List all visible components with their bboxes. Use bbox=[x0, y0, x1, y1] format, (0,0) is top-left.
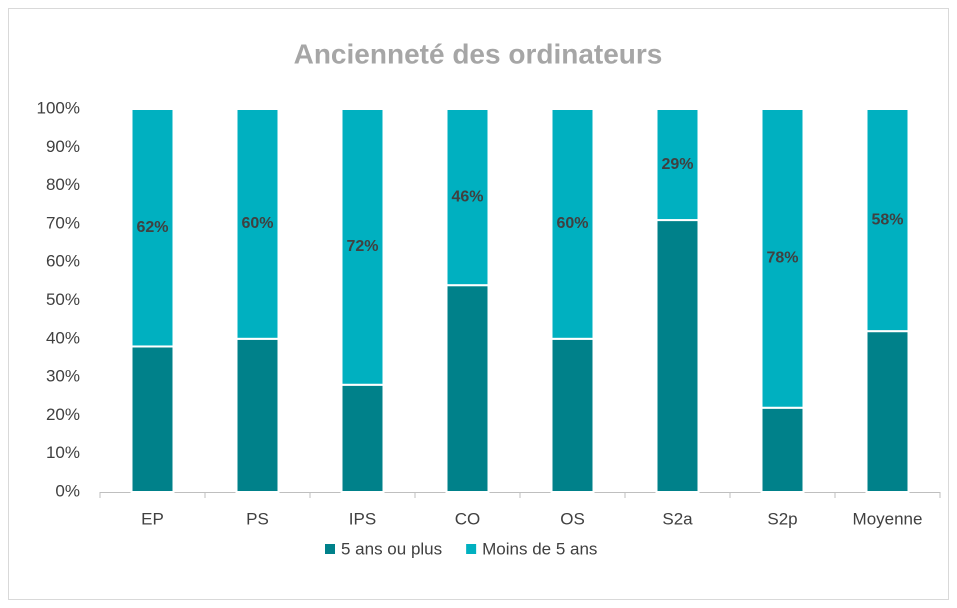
data-label: 78% bbox=[766, 250, 798, 267]
y-tick-label: 40% bbox=[46, 328, 80, 347]
legend-swatch bbox=[466, 544, 477, 554]
bar-segment bbox=[130, 345, 175, 493]
data-label: 29% bbox=[661, 156, 693, 173]
data-label: 60% bbox=[556, 215, 588, 232]
data-label: 46% bbox=[451, 188, 483, 205]
bar-segment bbox=[550, 108, 595, 340]
bar-segment bbox=[235, 337, 280, 493]
bar-segment bbox=[235, 108, 280, 340]
data-label: 72% bbox=[346, 238, 378, 255]
y-tick-label: 50% bbox=[46, 290, 80, 309]
bar-segment bbox=[655, 108, 700, 222]
x-tick-label: EP bbox=[141, 509, 164, 528]
x-tick-label: IPS bbox=[349, 509, 376, 528]
y-tick-label: 0% bbox=[55, 481, 80, 500]
bar-segment bbox=[130, 108, 175, 348]
data-label: 58% bbox=[871, 211, 903, 228]
legend-label: Moins de 5 ans bbox=[482, 539, 597, 558]
x-tick-label: CO bbox=[455, 509, 481, 528]
x-tick-label: Moyenne bbox=[853, 509, 923, 528]
bar-segment bbox=[865, 108, 910, 333]
y-tick-label: 70% bbox=[46, 213, 80, 232]
bar-segment bbox=[340, 383, 385, 494]
y-tick-label: 100% bbox=[37, 98, 80, 117]
y-tick-label: 20% bbox=[46, 405, 80, 424]
legend-label: 5 ans ou plus bbox=[341, 539, 442, 558]
bar-segment bbox=[340, 108, 385, 386]
x-tick-label: PS bbox=[246, 509, 269, 528]
y-tick-label: 30% bbox=[46, 367, 80, 386]
bar-segment bbox=[445, 284, 490, 493]
bar-segment bbox=[445, 108, 490, 287]
x-tick-label: S2p bbox=[767, 509, 797, 528]
chart-title: Ancienneté des ordinateurs bbox=[294, 38, 663, 69]
y-tick-label: 10% bbox=[46, 443, 80, 462]
y-tick-label: 90% bbox=[46, 137, 80, 156]
x-tick-label: S2a bbox=[662, 509, 693, 528]
bar-segment bbox=[760, 108, 805, 409]
bar-segment bbox=[760, 406, 805, 493]
bar-segment bbox=[550, 337, 595, 493]
x-tick-label: OS bbox=[560, 509, 585, 528]
bar-segment bbox=[655, 219, 700, 493]
y-tick-label: 60% bbox=[46, 252, 80, 271]
data-label: 60% bbox=[241, 215, 273, 232]
data-label: 62% bbox=[136, 219, 168, 236]
y-tick-label: 80% bbox=[46, 175, 80, 194]
bar-segment bbox=[865, 330, 910, 494]
legend-swatch bbox=[325, 544, 335, 554]
